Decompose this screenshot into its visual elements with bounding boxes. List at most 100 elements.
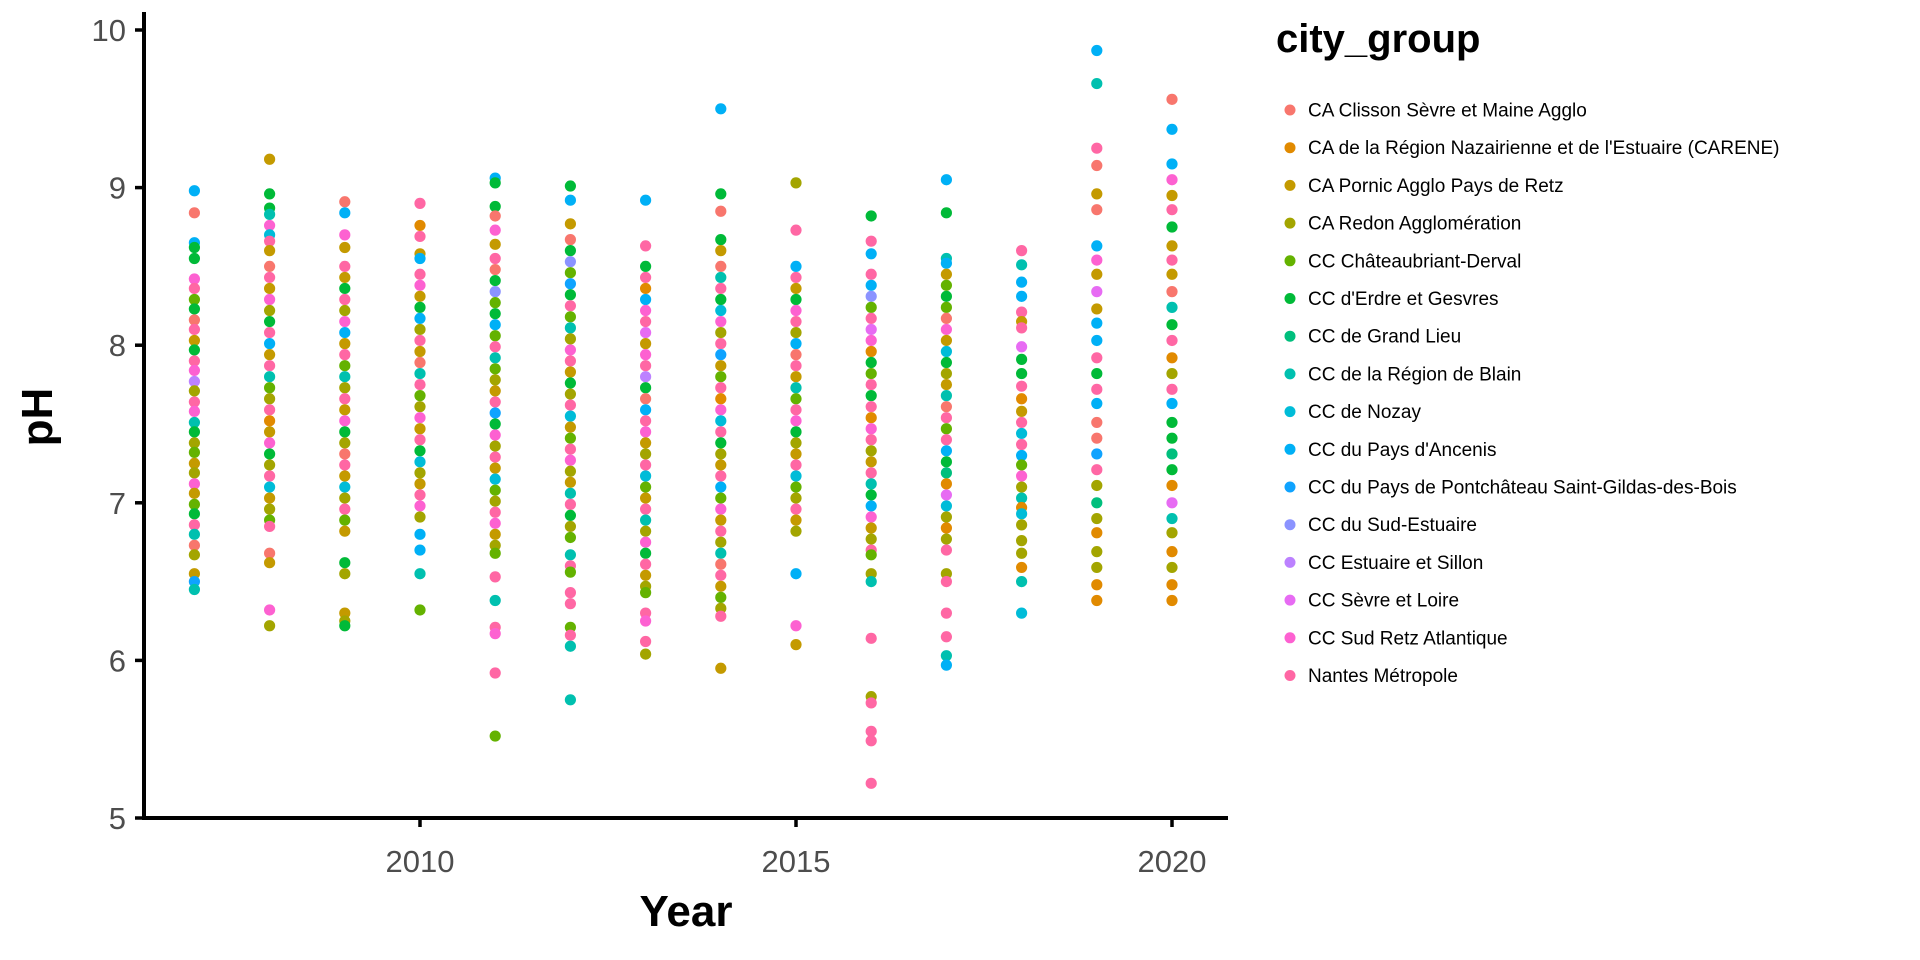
data-point [640, 338, 652, 350]
data-point [640, 615, 652, 627]
data-point [1166, 286, 1178, 298]
legend-item-label: CA Clisson Sèvre et Maine Agglo [1308, 101, 1587, 122]
data-point [339, 448, 351, 460]
data-point [1016, 290, 1028, 302]
legend-key-dot [1284, 217, 1296, 229]
data-point [1091, 352, 1103, 364]
data-point [1016, 367, 1028, 380]
legend-key-dot [1284, 330, 1296, 342]
legend-key-dot [1284, 594, 1296, 606]
data-point [264, 315, 276, 328]
data-point [564, 509, 577, 522]
legend-item: CC Sud Retz Atlantique [1284, 628, 1508, 649]
data-point [1091, 561, 1103, 574]
data-point [1091, 416, 1103, 429]
data-point [715, 360, 727, 372]
data-point [489, 274, 501, 287]
data-point [1091, 383, 1103, 395]
data-point [564, 388, 577, 400]
data-point [1016, 547, 1028, 559]
data-point [564, 245, 577, 257]
data-point [414, 511, 426, 523]
data-point [414, 279, 426, 291]
data-point [865, 522, 877, 534]
data-point [414, 345, 426, 358]
data-point [264, 547, 276, 559]
data-point [414, 423, 426, 435]
data-point [940, 257, 953, 269]
data-point [188, 519, 200, 531]
data-point [188, 405, 200, 417]
data-point [188, 282, 200, 295]
data-point [564, 399, 577, 411]
data-point [264, 304, 276, 317]
data-point [188, 437, 200, 449]
data-point [1091, 527, 1103, 539]
legend-key-dot [1284, 632, 1296, 644]
data-point [414, 312, 426, 325]
data-point [414, 356, 426, 369]
data-point [1091, 159, 1103, 172]
data-point [564, 311, 577, 323]
data-point [1091, 512, 1103, 525]
data-point [1166, 594, 1178, 607]
data-point [1091, 432, 1103, 444]
data-point [564, 465, 577, 477]
data-point [264, 415, 276, 427]
data-point [940, 279, 953, 291]
data-point [715, 547, 727, 559]
legend-item-label: CC du Sud-Estuaire [1308, 515, 1477, 536]
data-point [715, 662, 727, 674]
data-point [564, 454, 577, 466]
data-point [790, 459, 802, 471]
data-point [715, 426, 727, 438]
data-point [1091, 448, 1103, 460]
data-point [339, 293, 351, 306]
data-point [715, 234, 727, 246]
data-point [188, 539, 200, 551]
data-point [264, 437, 276, 449]
data-point [1166, 527, 1178, 539]
data-point [489, 308, 501, 320]
data-point [640, 382, 652, 394]
data-point [264, 326, 276, 339]
data-point [1166, 397, 1178, 410]
data-point [715, 602, 727, 614]
data-point [188, 303, 200, 315]
data-point [264, 208, 276, 220]
data-point [790, 304, 802, 317]
data-point [940, 379, 953, 391]
data-point [564, 234, 577, 246]
legend-key-dot [1284, 368, 1296, 380]
data-point [640, 635, 652, 648]
data-point [1016, 470, 1028, 482]
data-point [640, 304, 652, 317]
data-point [489, 528, 501, 540]
data-point [414, 197, 426, 209]
data-point [188, 334, 200, 347]
legend-item: CC Châteaubriant-Derval [1284, 251, 1521, 272]
data-point [715, 293, 727, 306]
data-point [640, 569, 652, 581]
data-point [715, 525, 727, 537]
data-point [715, 382, 727, 394]
data-point [640, 415, 652, 427]
data-point [865, 290, 877, 302]
data-point [940, 312, 953, 325]
data-point [640, 326, 652, 339]
data-point [264, 404, 276, 416]
data-point [414, 323, 426, 336]
data-point [865, 735, 877, 747]
data-point [1016, 481, 1028, 493]
data-point [339, 481, 351, 493]
data-point [1091, 268, 1103, 280]
data-point [1091, 334, 1103, 347]
data-point [188, 467, 200, 479]
data-point [264, 459, 276, 471]
data-point [715, 558, 727, 570]
data-point [640, 404, 652, 416]
data-point [640, 437, 652, 449]
data-point [790, 514, 802, 526]
data-point [640, 470, 652, 482]
data-point [1166, 464, 1178, 476]
